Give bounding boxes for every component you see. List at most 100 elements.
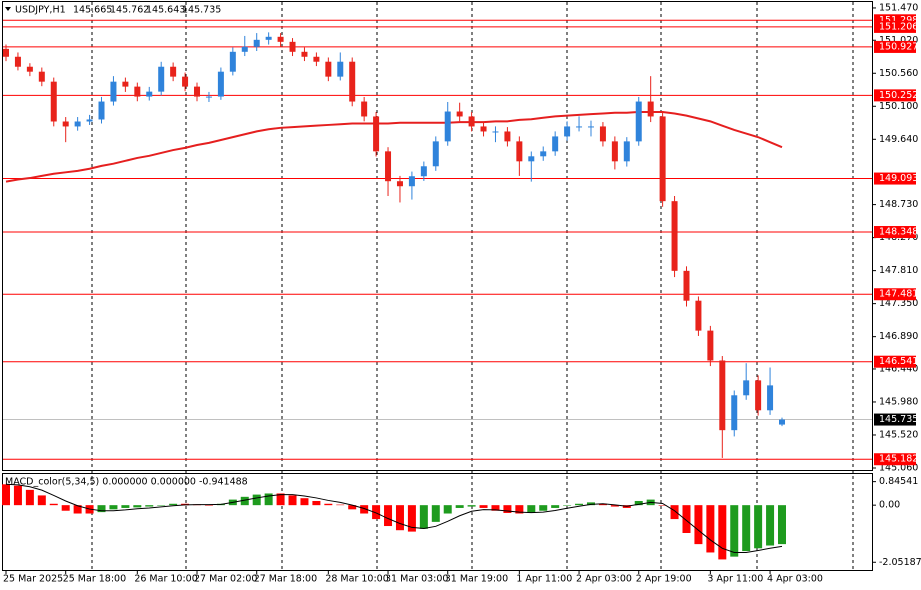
candle-body	[444, 111, 451, 142]
candle-body	[456, 111, 463, 117]
level-label-box	[874, 14, 916, 27]
candle-body	[241, 46, 248, 52]
candle-body	[205, 96, 212, 98]
macd-title: MACD_color(5,34,5) 0.000000 0.000000 -0.…	[5, 477, 248, 488]
candle-body	[74, 121, 81, 127]
level-label: 151.298	[879, 15, 918, 26]
candle-body	[576, 126, 583, 128]
candle-body	[587, 126, 594, 128]
y-tick-label: 150.560	[879, 68, 918, 79]
y-tick-label: 145.060	[879, 462, 918, 473]
candle-body	[373, 116, 380, 152]
candle-body	[253, 39, 260, 47]
histogram-bar	[575, 503, 584, 506]
histogram-bar	[2, 484, 10, 506]
histogram-bar	[718, 505, 727, 560]
candle-body	[217, 71, 224, 97]
candle-body	[516, 141, 523, 162]
candle-body	[26, 66, 33, 72]
candle-body	[659, 116, 666, 202]
candle-body	[731, 395, 738, 431]
candle-body	[361, 101, 368, 117]
candle-body	[540, 151, 547, 157]
histogram-bar	[109, 505, 118, 510]
x-tick-label: 28 Mar 10:00	[325, 574, 388, 585]
main-frame	[2, 1, 873, 471]
histogram-bar	[754, 505, 763, 549]
y-tick-label: 0.00	[879, 500, 900, 511]
histogram-bar	[766, 505, 775, 546]
candle-body	[611, 141, 618, 162]
histogram-bar	[395, 505, 404, 531]
y-tick-label: 150.100	[879, 101, 918, 112]
level-label-box	[874, 172, 916, 185]
level-label-box	[874, 40, 916, 53]
y-tick-label: 147.810	[879, 265, 918, 276]
candle-body	[432, 141, 439, 167]
level-label: 151.206	[879, 21, 918, 32]
x-tick-label: 31 Mar 19:00	[445, 574, 508, 585]
candle-body	[468, 116, 475, 127]
histogram-bar	[169, 503, 178, 506]
histogram-bar	[563, 505, 572, 506]
histogram-bar	[133, 505, 142, 508]
candle-body	[301, 51, 308, 57]
y-tick-label: 146.890	[879, 331, 918, 342]
x-tick-label: 31 Mar 03:00	[385, 574, 448, 585]
last-price-box	[874, 413, 916, 426]
candle-body	[683, 270, 690, 301]
candle-body	[182, 76, 189, 87]
x-tick-label: 27 Mar 02:00	[194, 574, 257, 585]
candle-body	[14, 56, 21, 67]
signal-line	[5, 483, 783, 553]
x-tick-label: 26 Mar 10:00	[134, 574, 197, 585]
histogram-bar	[204, 505, 213, 506]
histogram-bar	[527, 505, 536, 513]
candle-body	[134, 86, 141, 97]
candle-body	[755, 380, 762, 411]
y-tick-label: 151.020	[879, 35, 918, 46]
candle-body	[695, 300, 702, 331]
histogram-bar	[25, 489, 34, 506]
level-label-box	[874, 20, 916, 33]
y-tick-label: 145.520	[879, 429, 918, 440]
y-tick-label: 145.980	[879, 396, 918, 407]
x-tick-label: 3 Apr 11:00	[707, 574, 763, 585]
histogram-bar	[598, 503, 607, 506]
candle-body	[396, 181, 403, 187]
candle-body	[122, 81, 129, 87]
x-tick-label: 25 Mar 18:00	[63, 574, 126, 585]
histogram-bar	[145, 505, 154, 507]
ohlc-high: 145.762	[110, 5, 149, 16]
candle-body	[146, 91, 153, 97]
candle-body	[492, 131, 499, 133]
level-label: 150.927	[879, 41, 918, 52]
candle-body	[635, 101, 642, 142]
histogram-bar	[97, 505, 106, 513]
histogram-bar	[479, 505, 488, 508]
histogram-bar	[384, 505, 393, 527]
x-tick-label: 25 Mar 2025	[3, 574, 63, 585]
candle-body	[623, 141, 630, 162]
chart-title: USDJPY,H1	[15, 5, 66, 16]
ohlc-low: 145.643	[146, 5, 185, 16]
candle-body	[767, 385, 774, 411]
level-label: 147.481	[879, 289, 918, 300]
ohlc-open: 145.665	[73, 5, 112, 16]
candle-body	[313, 56, 320, 62]
histogram-bar	[37, 495, 46, 506]
y-tick-label: 0.84541	[879, 476, 918, 487]
y-tick-label: 149.640	[879, 134, 918, 145]
histogram-bar	[61, 505, 70, 511]
menu-icon[interactable]	[5, 7, 11, 11]
histogram-bar	[240, 496, 249, 506]
x-tick-label: 27 Mar 18:00	[254, 574, 317, 585]
candle-body	[599, 126, 606, 142]
candle-body	[110, 81, 117, 102]
level-label-box	[874, 355, 916, 368]
histogram-bar	[515, 505, 524, 514]
histogram-bar	[312, 500, 321, 506]
candle-body	[408, 176, 415, 187]
histogram-bar	[288, 495, 297, 506]
